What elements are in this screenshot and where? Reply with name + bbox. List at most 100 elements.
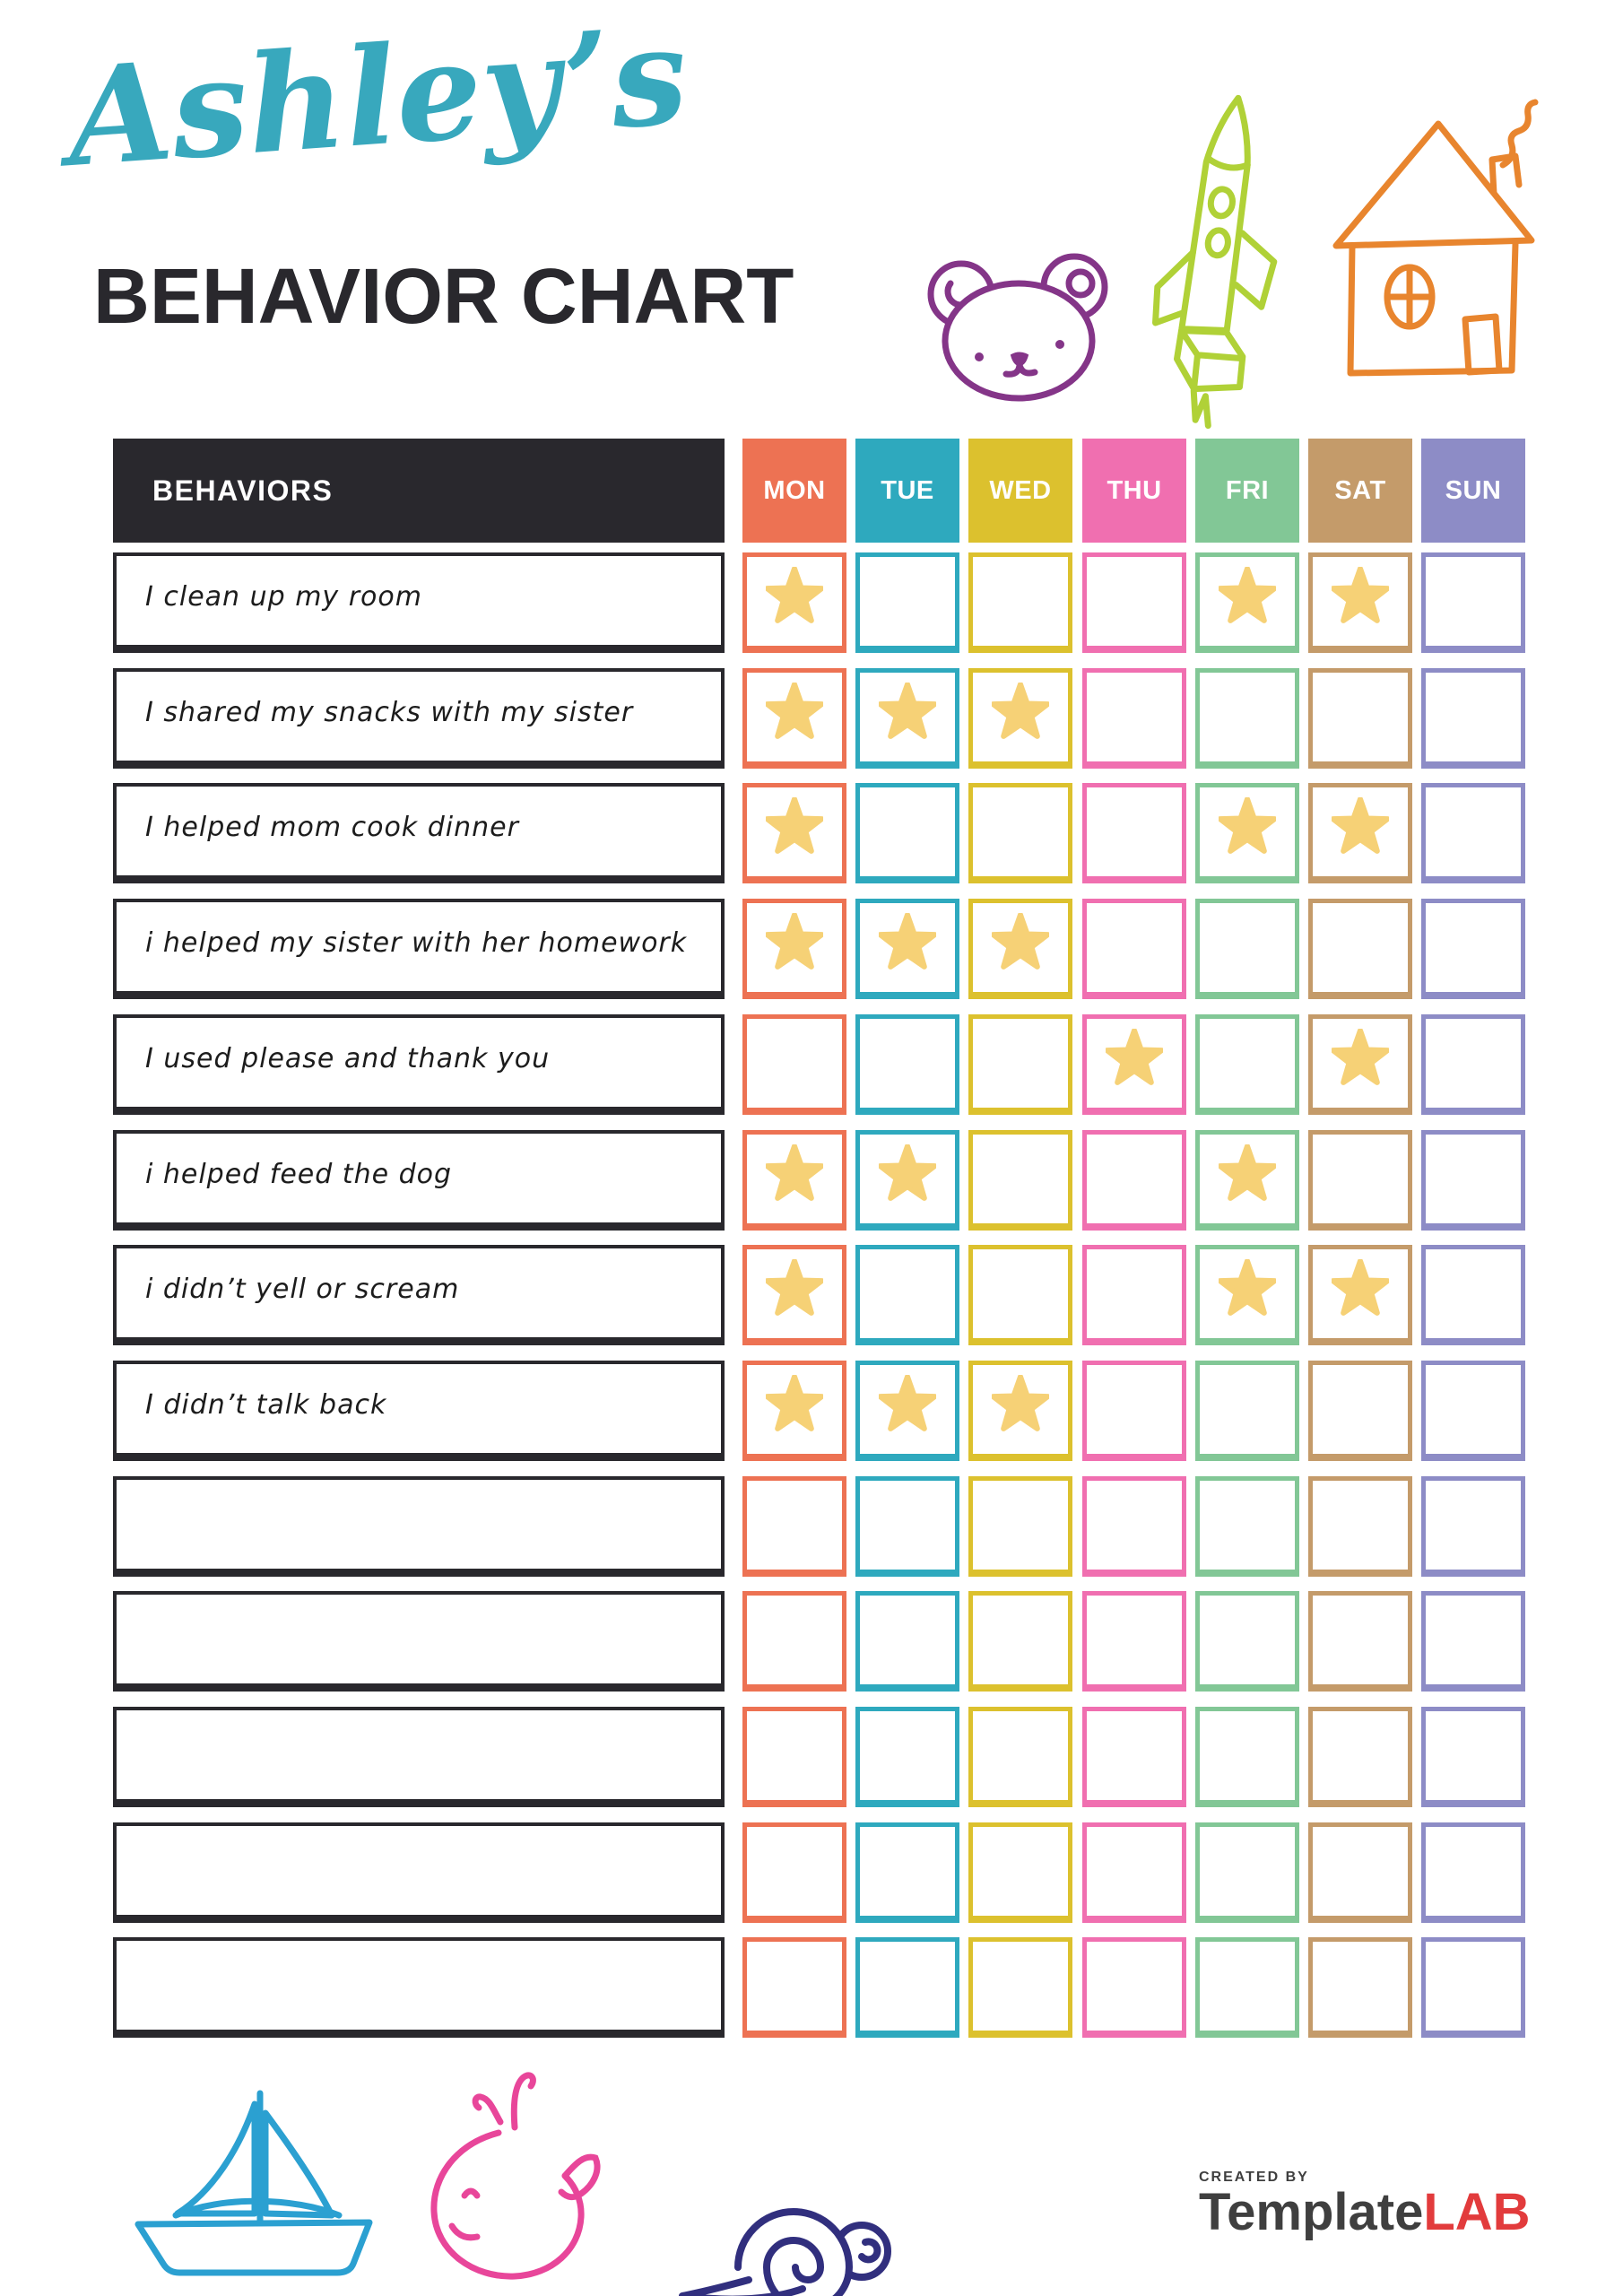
day-cell-wed[interactable] [968, 1822, 1072, 1923]
day-cell-thu[interactable] [1082, 1937, 1186, 2038]
day-cell-fri[interactable] [1195, 552, 1299, 653]
day-cell-sun[interactable] [1421, 899, 1525, 999]
day-cell-wed[interactable] [968, 783, 1072, 883]
day-cell-sat[interactable] [1308, 1591, 1412, 1692]
day-cell-fri[interactable] [1195, 899, 1299, 999]
day-cell-wed[interactable] [968, 552, 1072, 653]
day-cell-tue[interactable] [855, 1591, 959, 1692]
day-cell-mon[interactable] [742, 1130, 846, 1231]
day-cell-sun[interactable] [1421, 1476, 1525, 1577]
day-cell-thu[interactable] [1082, 1822, 1186, 1923]
day-cell-sun[interactable] [1421, 1937, 1525, 2038]
day-cell-sun[interactable] [1421, 1130, 1525, 1231]
day-cell-sat[interactable] [1308, 1014, 1412, 1115]
day-cell-sun[interactable] [1421, 1361, 1525, 1461]
logo-brand: TemplateLAB [1199, 2187, 1531, 2239]
day-cell-wed[interactable] [968, 1014, 1072, 1115]
day-cell-tue[interactable] [855, 668, 959, 769]
day-cell-wed[interactable] [968, 1130, 1072, 1231]
day-cell-tue[interactable] [855, 1937, 959, 2038]
day-cell-sat[interactable] [1308, 1707, 1412, 1807]
logo-brand-primary: Template [1199, 2183, 1424, 2241]
day-cell-sun[interactable] [1421, 1591, 1525, 1692]
day-cell-wed[interactable] [968, 1361, 1072, 1461]
day-cell-tue[interactable] [855, 1822, 959, 1923]
day-cell-fri[interactable] [1195, 1937, 1299, 2038]
day-cell-thu[interactable] [1082, 552, 1186, 653]
day-cell-fri[interactable] [1195, 783, 1299, 883]
day-cell-mon[interactable] [742, 1591, 846, 1692]
day-cell-fri[interactable] [1195, 1361, 1299, 1461]
day-cell-mon[interactable] [742, 552, 846, 653]
day-cell-wed[interactable] [968, 668, 1072, 769]
day-cell-fri[interactable] [1195, 1245, 1299, 1345]
behavior-row [0, 1707, 1623, 1807]
day-cell-mon[interactable] [742, 1245, 846, 1345]
behavior-label: I shared my snacks with my sister [113, 668, 725, 769]
day-cell-mon[interactable] [742, 668, 846, 769]
day-cell-sat[interactable] [1308, 668, 1412, 769]
day-cell-tue[interactable] [855, 1130, 959, 1231]
day-cell-tue[interactable] [855, 783, 959, 883]
day-cell-mon[interactable] [742, 1822, 846, 1923]
day-cell-wed[interactable] [968, 899, 1072, 999]
day-cell-tue[interactable] [855, 552, 959, 653]
day-cell-thu[interactable] [1082, 1361, 1186, 1461]
star-icon [992, 683, 1049, 739]
day-cell-wed[interactable] [968, 1476, 1072, 1577]
day-cell-thu[interactable] [1082, 1130, 1186, 1231]
star-icon [766, 1375, 823, 1431]
day-cell-thu[interactable] [1082, 899, 1186, 999]
day-cell-sun[interactable] [1421, 1245, 1525, 1345]
day-cell-mon[interactable] [742, 1476, 846, 1577]
day-cell-fri[interactable] [1195, 668, 1299, 769]
day-cell-tue[interactable] [855, 1245, 959, 1345]
day-cell-fri[interactable] [1195, 1014, 1299, 1115]
day-cell-tue[interactable] [855, 1014, 959, 1115]
day-cell-thu[interactable] [1082, 1245, 1186, 1345]
day-cell-thu[interactable] [1082, 1014, 1186, 1115]
day-cell-fri[interactable] [1195, 1707, 1299, 1807]
day-cell-wed[interactable] [968, 1937, 1072, 2038]
day-cell-thu[interactable] [1082, 783, 1186, 883]
day-cell-mon[interactable] [742, 783, 846, 883]
day-cell-tue[interactable] [855, 1707, 959, 1807]
day-cell-sat[interactable] [1308, 1476, 1412, 1577]
day-cell-sat[interactable] [1308, 1361, 1412, 1461]
day-cell-sun[interactable] [1421, 1707, 1525, 1807]
day-cell-sat[interactable] [1308, 1937, 1412, 2038]
day-cell-wed[interactable] [968, 1707, 1072, 1807]
day-cell-mon[interactable] [742, 1014, 846, 1115]
day-cell-sat[interactable] [1308, 899, 1412, 999]
day-cell-mon[interactable] [742, 1707, 846, 1807]
day-cell-sun[interactable] [1421, 552, 1525, 653]
day-cell-sat[interactable] [1308, 1130, 1412, 1231]
day-cell-sun[interactable] [1421, 1822, 1525, 1923]
day-cell-tue[interactable] [855, 899, 959, 999]
day-cell-fri[interactable] [1195, 1476, 1299, 1577]
day-cell-sun[interactable] [1421, 668, 1525, 769]
day-cell-fri[interactable] [1195, 1130, 1299, 1231]
day-cell-thu[interactable] [1082, 1591, 1186, 1692]
day-cell-sat[interactable] [1308, 552, 1412, 653]
day-cell-wed[interactable] [968, 1245, 1072, 1345]
day-cell-tue[interactable] [855, 1476, 959, 1577]
day-cell-mon[interactable] [742, 1937, 846, 2038]
day-cell-tue[interactable] [855, 1361, 959, 1461]
day-cell-sat[interactable] [1308, 1245, 1412, 1345]
day-cell-mon[interactable] [742, 1361, 846, 1461]
day-cell-fri[interactable] [1195, 1822, 1299, 1923]
day-cell-mon[interactable] [742, 899, 846, 999]
day-cell-sat[interactable] [1308, 783, 1412, 883]
day-cell-thu[interactable] [1082, 1476, 1186, 1577]
day-cell-thu[interactable] [1082, 668, 1186, 769]
day-cell-sun[interactable] [1421, 1014, 1525, 1115]
day-cell-wed[interactable] [968, 1591, 1072, 1692]
day-cell-thu[interactable] [1082, 1707, 1186, 1807]
whale-icon [405, 2063, 634, 2289]
day-cell-sun[interactable] [1421, 783, 1525, 883]
behavior-label: I helped mom cook dinner [113, 783, 725, 883]
day-cell-fri[interactable] [1195, 1591, 1299, 1692]
star-icon [879, 1144, 936, 1201]
day-cell-sat[interactable] [1308, 1822, 1412, 1923]
